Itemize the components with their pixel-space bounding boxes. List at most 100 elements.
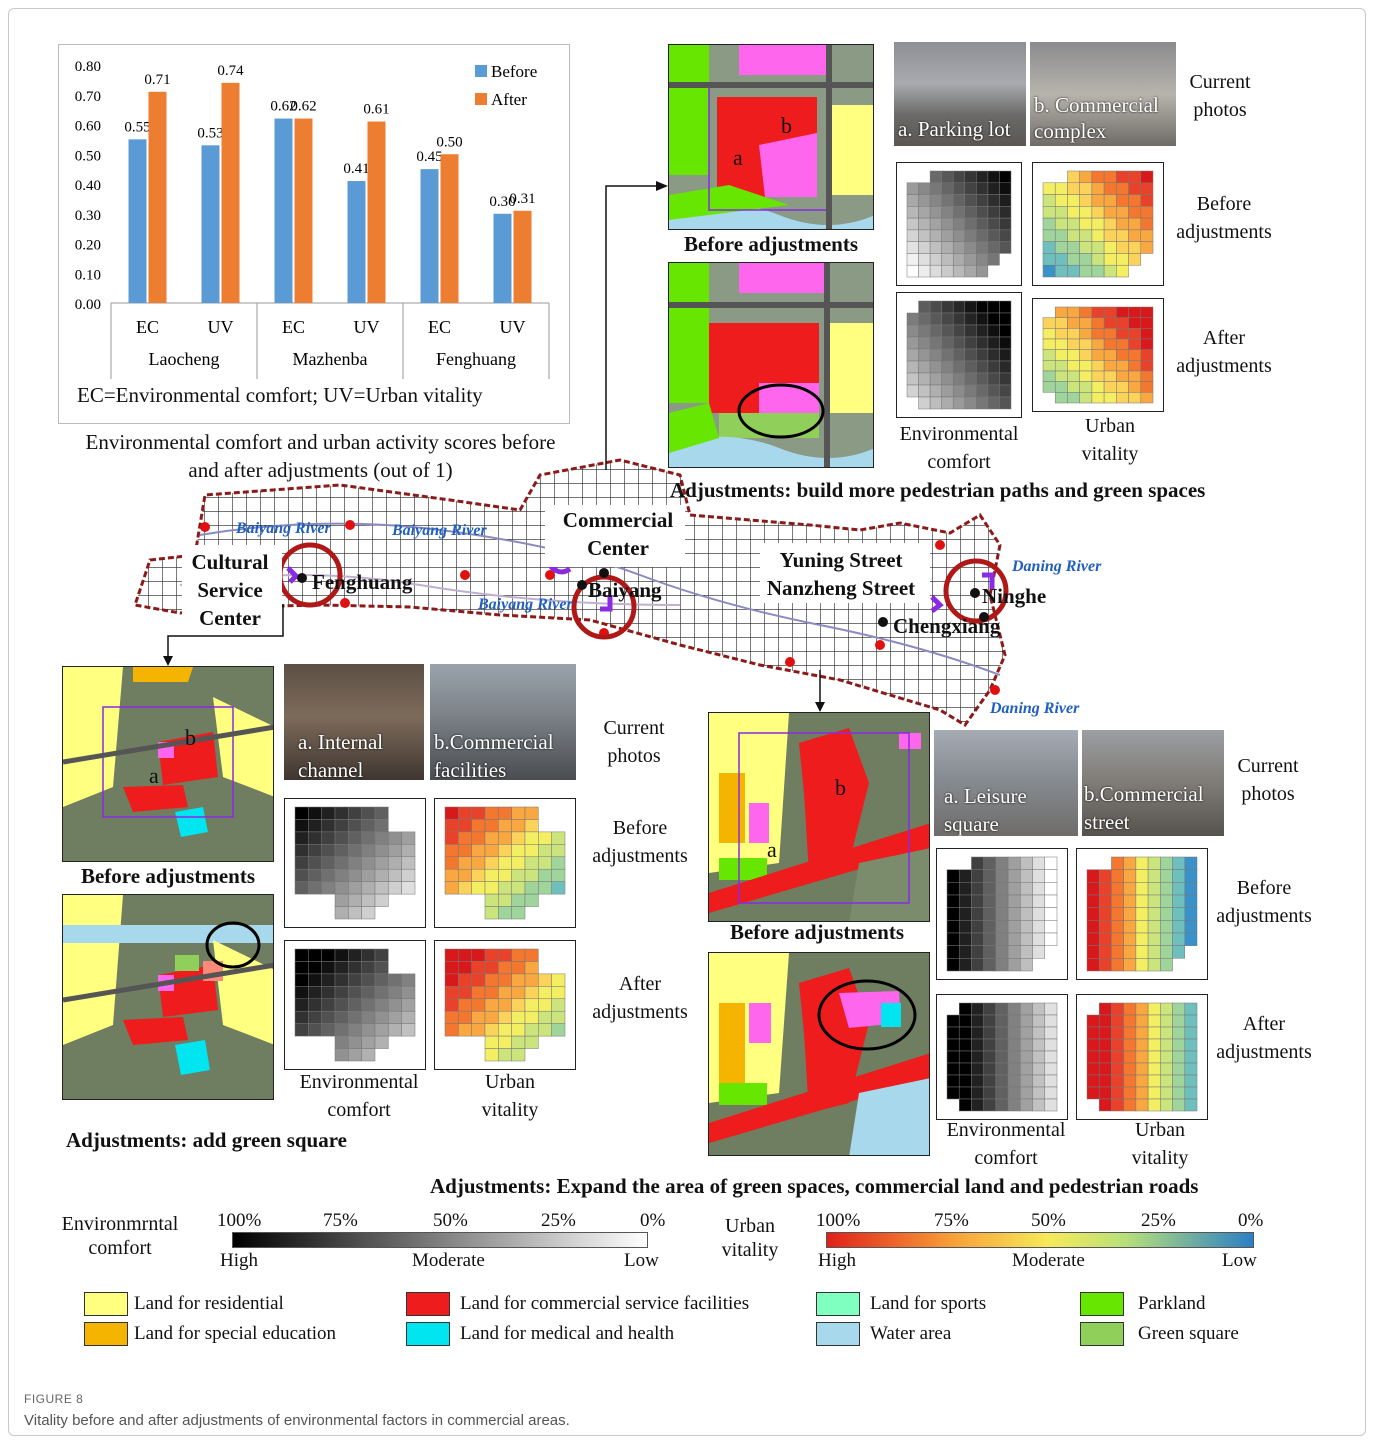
heatmap-cell	[1032, 945, 1046, 959]
heatmap-cell	[958, 1098, 972, 1112]
heatmap-cell	[308, 856, 322, 870]
heatmap-cell	[348, 973, 362, 987]
heatmap-cell	[983, 958, 997, 972]
heatmap-cell	[374, 806, 389, 820]
heatmap-cell	[308, 986, 322, 1000]
heatmap-cell	[321, 998, 336, 1012]
heatmap-cell	[348, 831, 362, 845]
legend-key-before	[475, 65, 487, 77]
map-river-5: Daning River	[990, 700, 1080, 717]
left-photo-b-label: b.Commercial facilities	[434, 730, 554, 780]
right-ec-after	[936, 994, 1068, 1120]
heatmap-cell	[1123, 907, 1137, 921]
heatmap-cell	[1135, 856, 1149, 870]
heatmap-cell	[1111, 1026, 1124, 1040]
heatmap-cell	[498, 1035, 512, 1049]
heatmap-cell	[971, 932, 984, 946]
heatmap-cell	[1160, 1050, 1173, 1064]
heatmap-cell	[321, 961, 336, 975]
heatmap-cell	[484, 893, 499, 907]
left-before-label: Before adjustments	[80, 864, 255, 888]
heatmap-cell	[498, 986, 512, 1000]
heatmap-cell	[1044, 1026, 1058, 1040]
heatmap-cell	[401, 881, 416, 895]
data-label-before: 0.55	[124, 119, 150, 135]
heatmap-cell	[1007, 1062, 1021, 1076]
heatmap-cell	[374, 1023, 389, 1037]
heatmap-cell	[1111, 1002, 1124, 1016]
heatmap-cell	[321, 881, 336, 895]
heatmap-cell	[1147, 1038, 1161, 1052]
heatmap-cell	[374, 973, 389, 987]
heatmap-cell	[1086, 1026, 1100, 1040]
heatmap-cell	[971, 958, 984, 972]
heatmap-cell	[1007, 920, 1021, 934]
heatmap-cell	[971, 1026, 984, 1040]
heatmap-cell	[995, 1062, 1009, 1076]
data-label-after: 0.74	[217, 63, 244, 79]
map-river-1: Baiyang River	[236, 520, 331, 537]
heatmap-cell	[334, 973, 349, 987]
heatmap-cell	[538, 881, 552, 895]
heatmap-cell	[1184, 1074, 1198, 1088]
heatmap-cell	[308, 844, 322, 858]
heatmap-cell	[374, 893, 389, 907]
bar-after	[294, 118, 313, 303]
heatmap-cell	[374, 844, 389, 858]
heatmap-cell	[334, 1023, 349, 1037]
heatmap-cell	[511, 831, 526, 845]
heatmap-cell	[361, 868, 376, 882]
heatmap-cell	[995, 869, 1009, 883]
heatmap-cell	[538, 868, 552, 882]
heatmap-cell	[1135, 907, 1149, 921]
heatmap-cell	[334, 1048, 349, 1062]
heatmap-cell	[1020, 1014, 1033, 1028]
heatmap-cell	[1086, 1074, 1100, 1088]
heatmap-cell	[1172, 920, 1186, 934]
heatmap-cell	[361, 998, 376, 1012]
heatmap-cell	[334, 948, 349, 962]
heatmap-cell	[374, 1035, 389, 1049]
heatmap-cell	[1147, 1050, 1161, 1064]
heatmap-cell	[374, 856, 389, 870]
heatmap-cell	[983, 1050, 997, 1064]
heatmap-cell	[498, 948, 512, 962]
heatmap-cell	[999, 241, 1012, 254]
chart-footnote: EC=Environmental comfort; UV=Urban vital…	[77, 383, 483, 407]
heatmap-cell	[374, 868, 389, 882]
heatmap-cell	[958, 945, 972, 959]
heatmap-cell	[1020, 856, 1033, 870]
heatmap-cell	[1160, 894, 1173, 908]
heatmap-cell	[361, 881, 376, 895]
heatmap-cell	[498, 806, 512, 820]
heatmap-cell	[294, 948, 309, 962]
heatmap-cell	[524, 973, 539, 987]
left-uv-after	[434, 940, 576, 1070]
map-place-fenghuang: Fenghuang	[312, 570, 413, 594]
heatmap-cell	[1098, 907, 1112, 921]
heatmap-cell	[471, 998, 486, 1012]
heatmap-cell	[1147, 882, 1161, 896]
heatmap-cell	[1147, 856, 1161, 870]
heatmap-cell	[444, 1010, 459, 1024]
heatmap-cell	[1184, 920, 1198, 934]
heatmap-cell	[1160, 932, 1173, 946]
heatmap-cell	[471, 1010, 486, 1024]
heatmap-cell	[1007, 1002, 1021, 1016]
heatmap-cell	[524, 986, 539, 1000]
heatmap-cell	[1184, 869, 1198, 883]
heatmap-cell	[958, 1014, 972, 1028]
heatmap-cell	[983, 932, 997, 946]
heatmap-cell	[1111, 1074, 1124, 1088]
heatmap-cell	[1032, 894, 1046, 908]
heatmap-cell	[511, 844, 526, 858]
heatmap-cell	[498, 844, 512, 858]
chart-caption: Environmental comfort and urban activity…	[85, 430, 556, 482]
right-photo-b: b.Commercial street	[1082, 730, 1224, 836]
heatmap-cell	[983, 856, 997, 870]
heatmap-cell	[388, 844, 402, 858]
heatmap-cell	[1111, 932, 1124, 946]
legend-label-after: After	[491, 90, 527, 109]
heatmap-cell	[511, 1010, 526, 1024]
heatmap-cell	[1020, 1050, 1033, 1064]
